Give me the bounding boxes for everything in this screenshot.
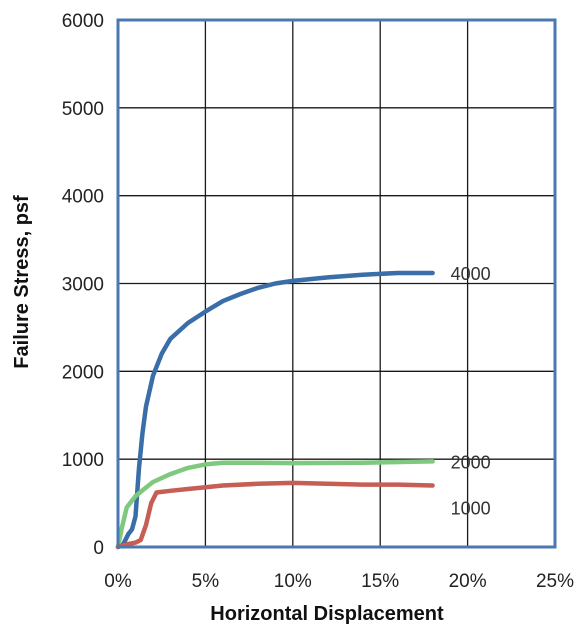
series-label-2000: 2000 xyxy=(451,452,491,472)
x-tick-label: 5% xyxy=(192,571,220,592)
series-line-2000 xyxy=(115,459,435,550)
x-axis-title: Horizontal Displacement xyxy=(210,603,444,625)
series-line-4000 xyxy=(115,270,435,550)
x-tick-label: 15% xyxy=(361,571,399,592)
y-axis-title: Failure Stress, psf xyxy=(11,195,33,369)
y-tick-label: 5000 xyxy=(62,99,104,120)
y-tick-label: 0 xyxy=(93,538,104,559)
y-tick-labels: 0 1000 2000 3000 4000 5000 6000 xyxy=(62,11,104,559)
plot-frame xyxy=(116,18,557,549)
series-line-1000 xyxy=(115,480,435,550)
x-tick-labels: 0% 5% 10% 15% 20% 25% xyxy=(104,571,574,592)
x-tick-label: 0% xyxy=(104,571,132,592)
x-tick-label: 25% xyxy=(536,571,574,592)
y-tick-label: 2000 xyxy=(62,362,104,383)
series-label-4000: 4000 xyxy=(451,264,491,284)
series-lines xyxy=(115,270,435,550)
y-tick-label: 6000 xyxy=(62,11,104,32)
y-tick-label: 4000 xyxy=(62,187,104,208)
y-tick-label: 3000 xyxy=(62,275,104,296)
x-tick-label: 20% xyxy=(449,571,487,592)
x-tick-label: 10% xyxy=(274,571,312,592)
series-labels: 4000 2000 1000 xyxy=(451,264,491,519)
series-label-1000: 1000 xyxy=(451,499,491,519)
y-tick-label: 1000 xyxy=(62,450,104,471)
